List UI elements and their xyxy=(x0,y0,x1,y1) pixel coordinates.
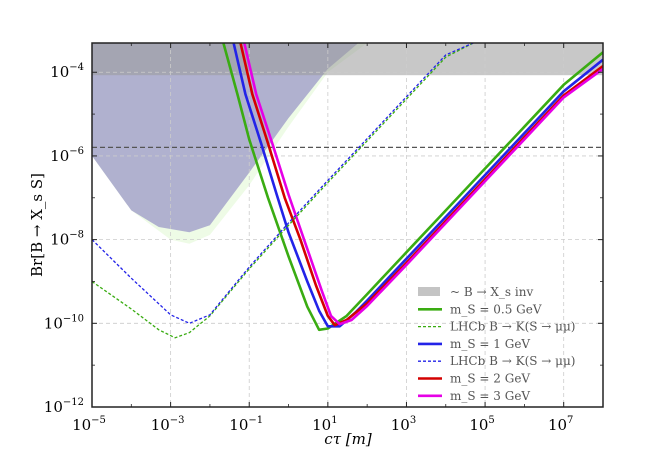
legend-entry: m_S = 1 GeV xyxy=(418,337,530,351)
legend-entry: m_S = 0.5 GeV xyxy=(418,302,542,316)
legend-entry: m_S = 2 GeV xyxy=(418,372,530,386)
legend-patch xyxy=(418,287,440,296)
legend-label: LHCb B → K(S → μμ) xyxy=(450,354,575,368)
x-tick-label: 103 xyxy=(391,415,416,434)
series-line-5 xyxy=(92,43,474,324)
legend-entry: m_S = 3 GeV xyxy=(418,389,530,403)
y-tick-label: 10−10 xyxy=(44,313,84,332)
x-axis-label: cτ [m] xyxy=(324,430,372,448)
x-tick-label: 101 xyxy=(312,415,337,434)
legend-label: LHCb B → K(S → μμ) xyxy=(450,320,575,334)
y-tick-label: 10−8 xyxy=(50,230,84,249)
y-axis-label: Br[B → X_s S] xyxy=(28,173,46,277)
legend-label: m_S = 2 GeV xyxy=(450,372,530,386)
legend-entry: ~ B → X_s inv xyxy=(418,285,533,299)
legend-label: m_S = 3 GeV xyxy=(450,389,530,403)
series-line-1 xyxy=(232,43,603,328)
x-tick-label: 10−1 xyxy=(229,415,263,434)
series-line-3 xyxy=(243,43,603,326)
legend-label: m_S = 0.5 GeV xyxy=(450,302,542,316)
y-tick-label: 10−6 xyxy=(50,146,84,165)
x-tick-label: 10−3 xyxy=(151,415,185,434)
x-tick-label: 105 xyxy=(469,415,494,434)
x-tick-label: 10−5 xyxy=(72,415,106,434)
y-tick-label: 10−4 xyxy=(50,62,84,81)
plot-frame xyxy=(91,42,604,408)
purple-region xyxy=(92,43,359,233)
y-tick-label: 10−12 xyxy=(44,397,84,416)
series-line-4 xyxy=(92,43,474,339)
legend-label: m_S = 1 GeV xyxy=(450,337,530,351)
x-tick-label: 107 xyxy=(548,415,573,434)
legend-label: ~ B → X_s inv xyxy=(450,285,533,299)
grey-band-region xyxy=(92,43,603,76)
legend-entry: LHCb B → K(S → μμ) xyxy=(418,320,575,334)
legend-entry: LHCb B → K(S → μμ) xyxy=(418,354,575,368)
legend: ~ B → X_s inv m_S = 0.5 GeV LHCb B → K(S →… xyxy=(418,285,575,403)
